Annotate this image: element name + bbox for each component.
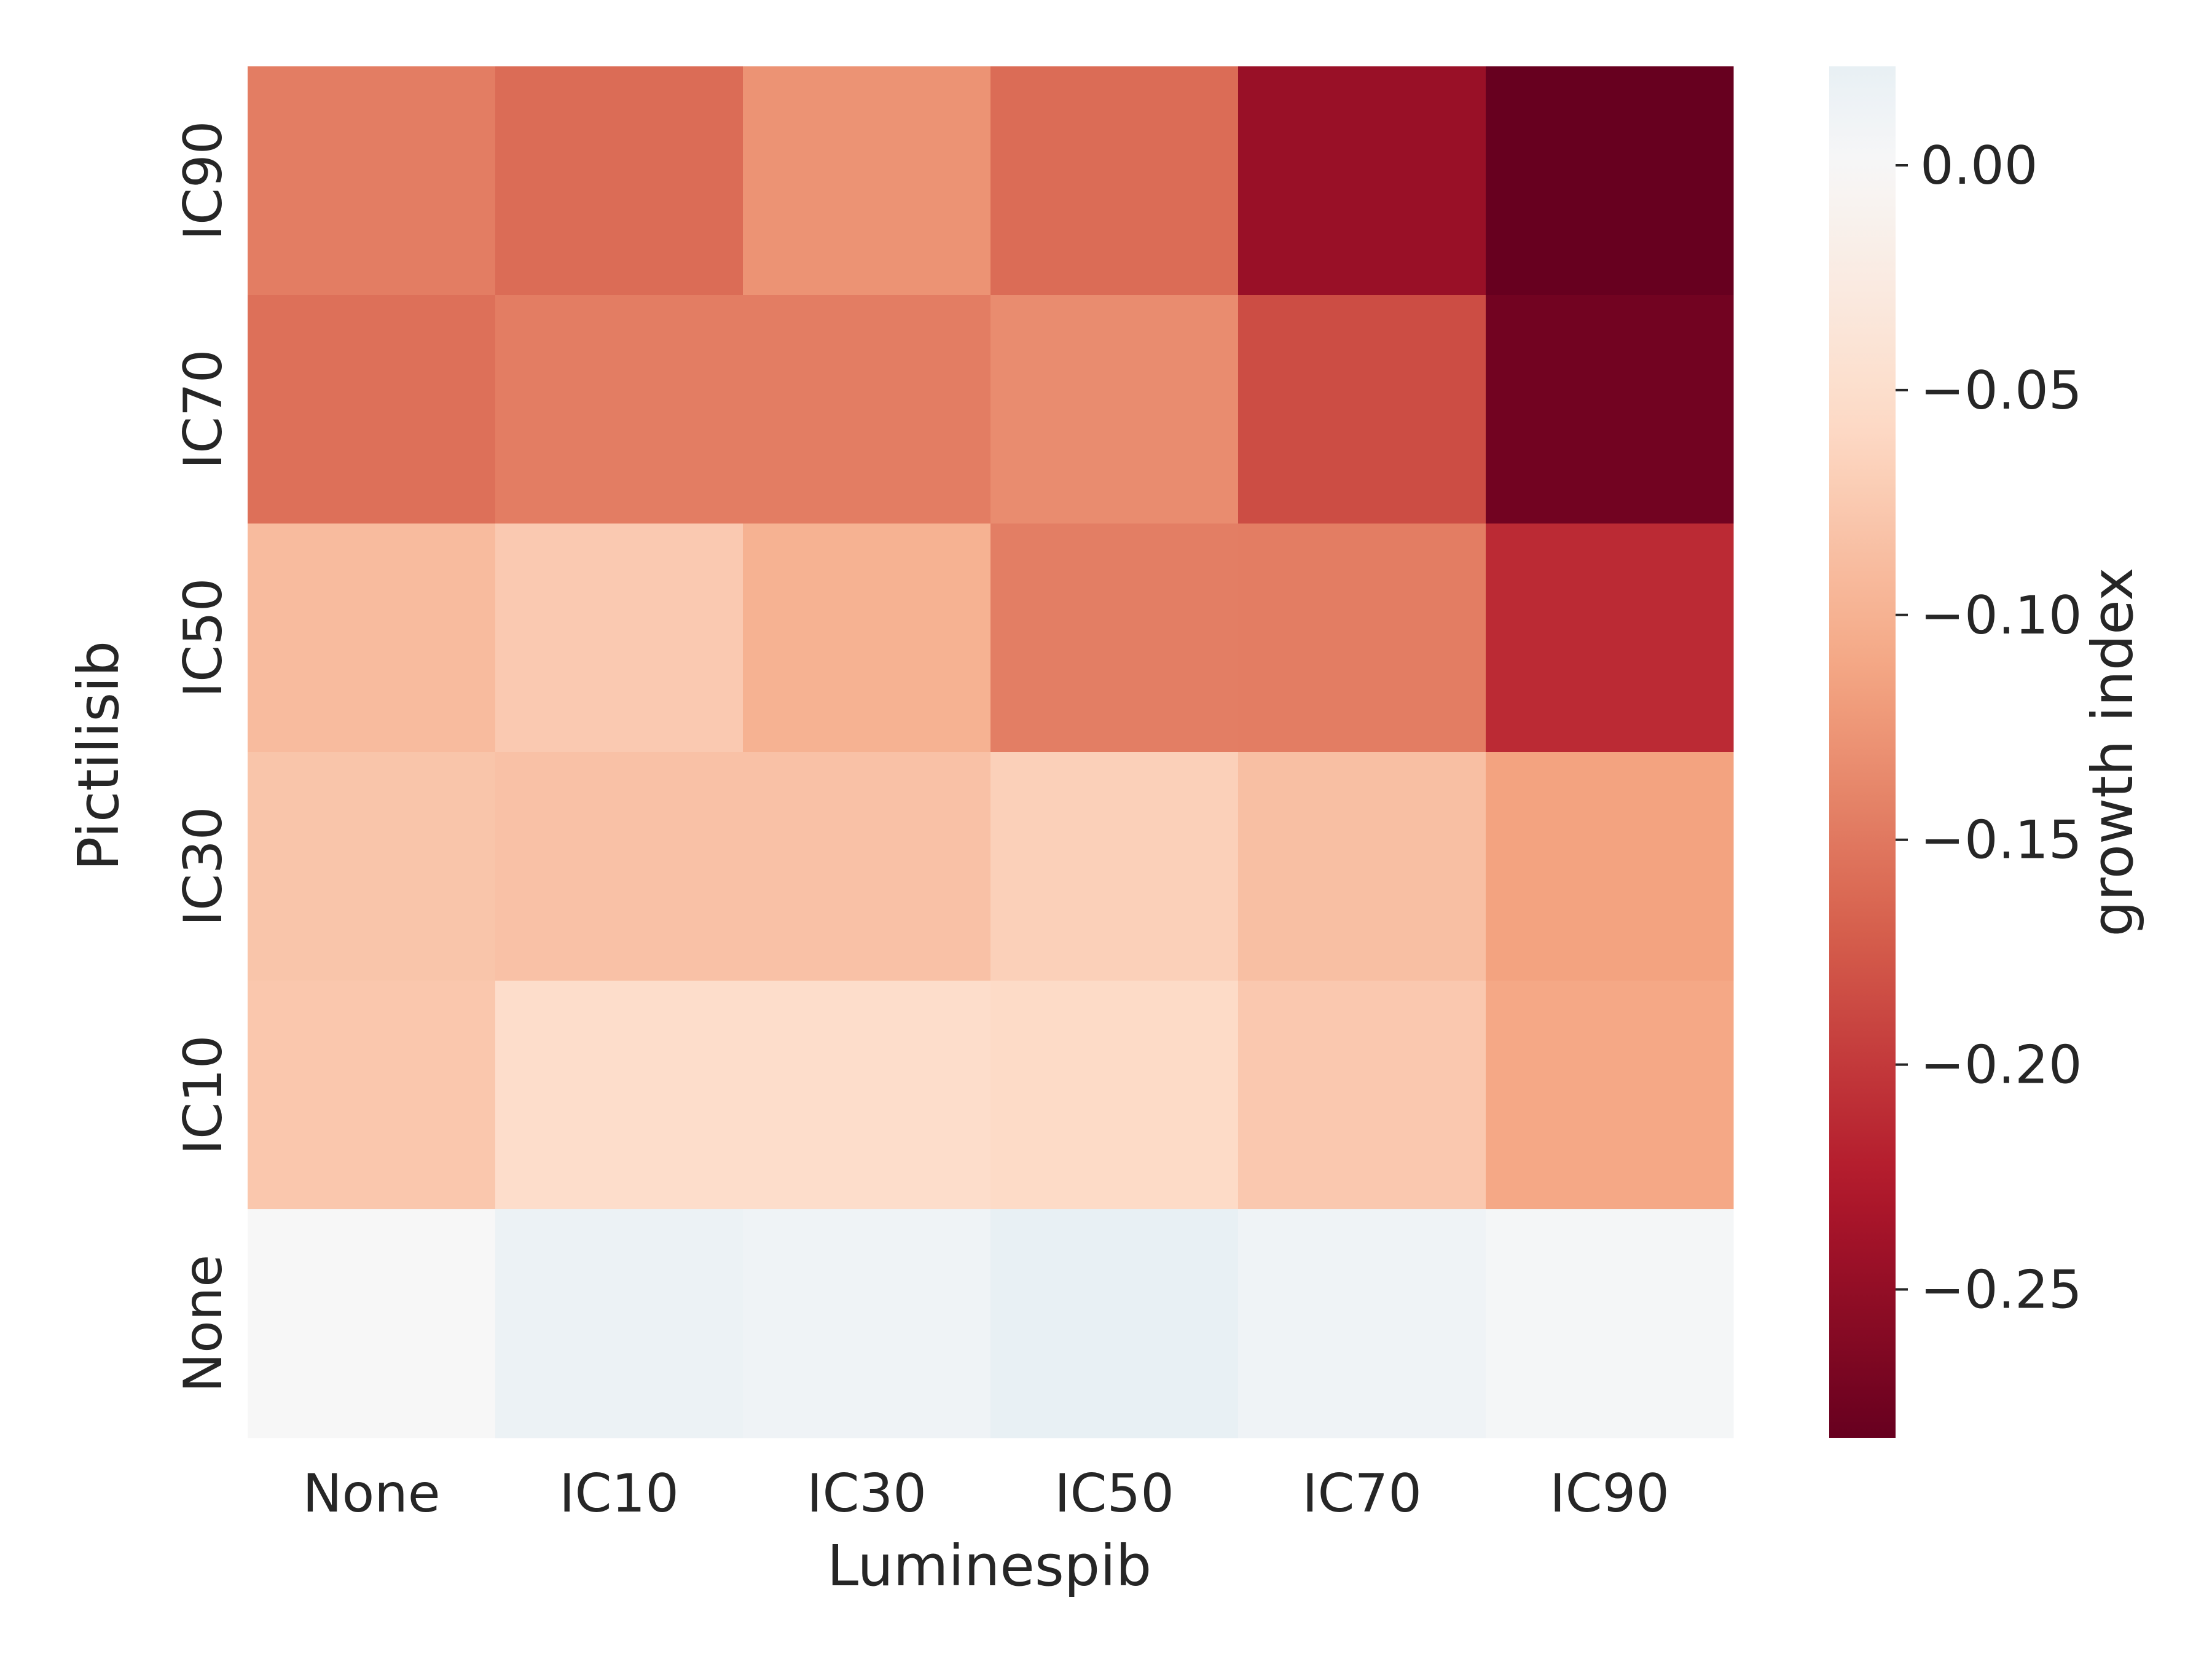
heatmap-cell: [248, 295, 496, 524]
heatmap-cells: [248, 66, 1734, 1438]
colorbar-tick-label: −0.20: [1920, 1035, 2082, 1096]
heatmap-cell: [990, 66, 1239, 296]
heatmap-cell: [1486, 1209, 1734, 1438]
heatmap-cell: [495, 524, 743, 753]
heatmap-cell: [495, 1209, 743, 1438]
heatmap-cell: [248, 752, 496, 981]
colorbar-tick-label: −0.25: [1920, 1260, 2082, 1321]
heatmap-cell: [1238, 524, 1486, 753]
heatmap-cell: [248, 981, 496, 1210]
heatmap-cell: [743, 66, 991, 296]
y-axis-ticks: IC90 IC70 IC50 IC30 IC10 None: [173, 121, 234, 1393]
heatmap-cell: [1486, 752, 1734, 981]
colorbar-ticks: 0.00 −0.05 −0.10 −0.15 −0.20 −0.25: [1896, 135, 2082, 1321]
heatmap-cell: [743, 1209, 991, 1438]
heatmap-cell: [1486, 981, 1734, 1210]
heatmap-cell: [990, 981, 1239, 1210]
x-axis-ticks: None IC10 IC30 IC50 IC70 IC90: [302, 1463, 1669, 1524]
y-tick-label: IC30: [173, 807, 234, 927]
heatmap-cell: [990, 295, 1239, 524]
heatmap-cell: [1238, 752, 1486, 981]
y-tick-label: IC50: [173, 578, 234, 698]
heatmap-cell: [990, 752, 1239, 981]
x-tick-label: IC90: [1550, 1463, 1669, 1524]
heatmap-cell: [1238, 1209, 1486, 1438]
heatmap-cell: [743, 295, 991, 524]
x-axis-label: Luminespib: [827, 1533, 1151, 1599]
heatmap-cell: [495, 752, 743, 981]
x-tick-label: None: [302, 1463, 440, 1524]
heatmap-cell: [1238, 66, 1486, 296]
heatmap-cell: [743, 524, 991, 753]
y-tick-label: IC10: [173, 1035, 234, 1155]
heatmap-cell: [248, 1209, 496, 1438]
colorbar-tick-label: −0.10: [1920, 585, 2082, 646]
colorbar-label: growth index: [2080, 567, 2146, 936]
heatmap-cell: [1238, 981, 1486, 1210]
heatmap-cell: [495, 66, 743, 296]
heatmap-cell: [1486, 524, 1734, 753]
x-tick-label: IC30: [807, 1463, 927, 1524]
colorbar-tick-label: 0.00: [1920, 135, 2037, 197]
x-tick-label: IC10: [559, 1463, 679, 1524]
x-tick-label: IC70: [1302, 1463, 1422, 1524]
colorbar: [1829, 66, 1896, 1438]
y-tick-label: IC70: [173, 350, 234, 469]
heatmap-cell: [743, 752, 991, 981]
y-tick-label: IC90: [173, 121, 234, 241]
colorbar-tick-label: −0.05: [1920, 360, 2082, 422]
heatmap-cell: [248, 524, 496, 753]
heatmap-cell: [1238, 295, 1486, 524]
x-tick-label: IC50: [1054, 1463, 1174, 1524]
heatmap-cell: [990, 524, 1239, 753]
y-tick-label: None: [173, 1255, 234, 1392]
heatmap-cell: [1486, 295, 1734, 524]
colorbar-tick-label: −0.15: [1920, 810, 2082, 871]
heatmap-cell: [495, 295, 743, 524]
heatmap-cell: [743, 981, 991, 1210]
y-axis-label: Pictilisib: [66, 641, 131, 871]
heatmap-cell: [990, 1209, 1239, 1438]
heatmap-cell: [1486, 66, 1734, 296]
heatmap-cell: [248, 66, 496, 296]
heatmap-cell: [495, 981, 743, 1210]
